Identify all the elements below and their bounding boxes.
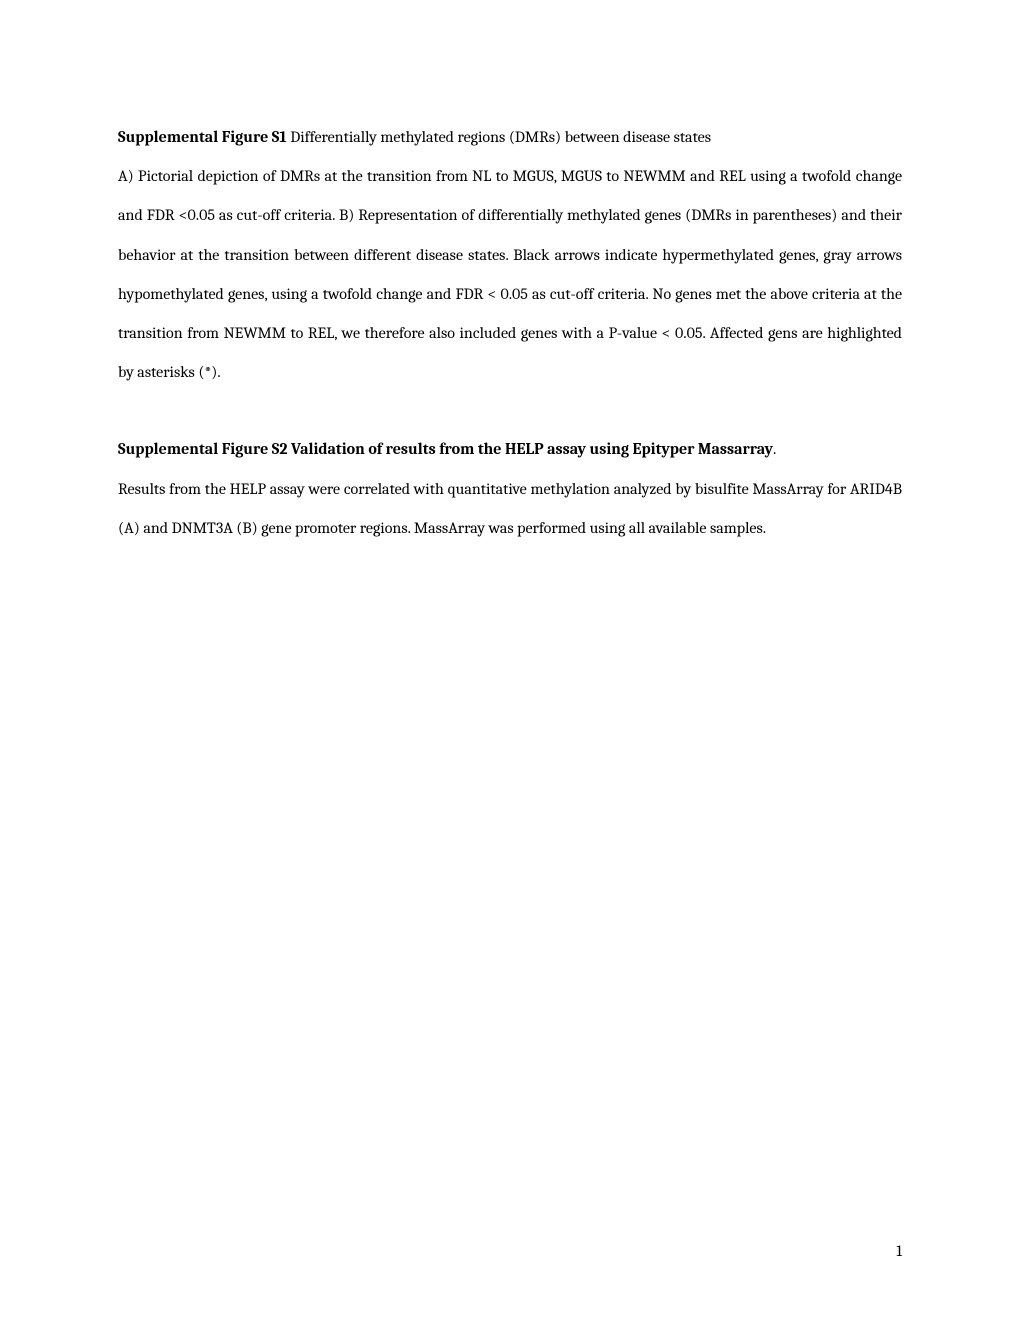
s2-body: Results from the HELP assay were correla…	[118, 470, 902, 548]
s1-heading-bold: Supplemental Figure S1	[118, 128, 287, 146]
s1-heading-line: Supplemental Figure S1 Differentially me…	[118, 118, 902, 157]
s2-heading-line: Supplemental Figure S2 Validation of res…	[118, 430, 902, 469]
s2-heading-bold: Supplemental Figure S2 Validation of res…	[118, 440, 773, 458]
page-number: 1	[896, 1242, 902, 1260]
s1-body: A) Pictorial depiction of DMRs at the tr…	[118, 157, 902, 392]
s2-heading-period: .	[773, 440, 776, 458]
section-gap	[118, 392, 902, 430]
document-page: Supplemental Figure S1 Differentially me…	[0, 0, 1020, 1320]
s1-heading-rest: Differentially methylated regions (DMRs)…	[287, 128, 711, 146]
